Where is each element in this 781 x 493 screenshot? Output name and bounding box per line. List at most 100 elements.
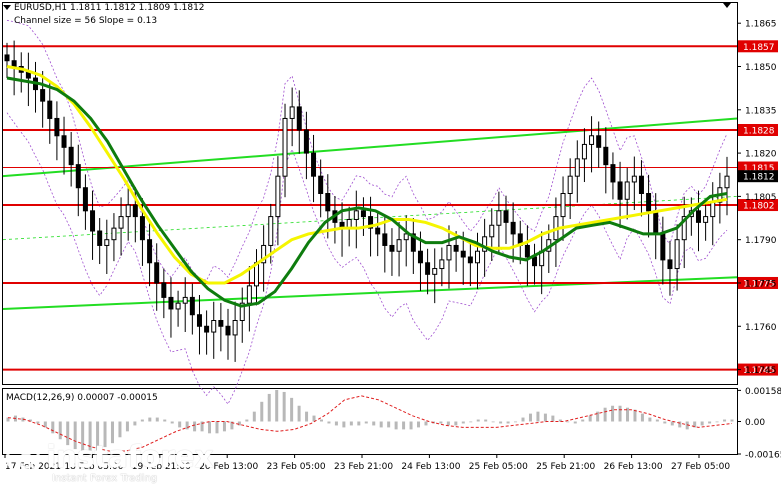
macd-histogram-bar [155, 417, 159, 422]
candle-body [532, 256, 538, 267]
macd-histogram-bar [96, 421, 100, 452]
macd-histogram-bar [506, 421, 510, 424]
macd-histogram-bar [521, 417, 525, 422]
macd-histogram-bar [514, 421, 518, 423]
candle-body [581, 143, 587, 160]
macd-histogram-bar [439, 421, 443, 424]
candle-body [139, 216, 145, 241]
candle-body [638, 175, 644, 195]
candle-body [75, 164, 81, 189]
candle-body [261, 244, 267, 264]
macd-histogram-bar [700, 421, 704, 426]
macd-histogram-bar [469, 421, 473, 423]
macd-histogram-bar [499, 421, 503, 424]
candle-body [375, 227, 381, 235]
candle-body [724, 175, 730, 189]
candle-body [282, 117, 288, 177]
corner-arrow-icon[interactable] [723, 3, 731, 8]
candle-body [47, 100, 53, 119]
macd-histogram-bar [200, 421, 204, 432]
macd-histogram-bar [379, 421, 383, 428]
macd-histogram-bar [603, 407, 607, 422]
macd-histogram-bar [551, 415, 555, 422]
macd-histogram-bar [685, 421, 689, 430]
y-tick-label: 1.1775 [745, 279, 777, 289]
instaforex-logo: instaforex Instant Forex Trading [6, 440, 214, 484]
macd-histogram-bar [66, 421, 70, 446]
x-tick-label: 25 Feb 05:00 [469, 462, 528, 472]
x-tick-label: 25 Feb 21:00 [536, 462, 595, 472]
macd-histogram-bar [319, 419, 323, 422]
candle-body [646, 193, 652, 212]
candle-body [204, 325, 210, 333]
candle-body [489, 224, 495, 238]
macd-histogram-bar [312, 415, 316, 422]
candle-body [681, 216, 687, 241]
macd-histogram-bar [387, 421, 391, 428]
macd-histogram-bar [148, 417, 152, 422]
candle-body [567, 175, 573, 195]
macd-y-tick-label: 0.00158 [745, 387, 781, 397]
candle-body [560, 193, 566, 218]
macd-histogram-bar [215, 421, 219, 434]
macd-histogram-bar [670, 421, 674, 426]
candle-body [610, 164, 616, 183]
candle-body [674, 239, 680, 270]
candle-body [410, 233, 416, 252]
y-tick-label: 1.1865 [745, 20, 777, 30]
macd-histogram-bar [730, 419, 734, 422]
macd-histogram-bar [230, 421, 234, 430]
macd-histogram-bar [36, 421, 40, 424]
macd-histogram-bar [208, 421, 212, 434]
candle-body [196, 314, 202, 327]
macd-histogram-bar [290, 397, 294, 422]
macd-histogram-bar [484, 419, 488, 422]
x-tick-label: 19 Feb 21:00 [132, 462, 191, 472]
macd-histogram-bar [51, 421, 55, 434]
macd-histogram-bar [43, 421, 47, 428]
ma-fast-line [6, 65, 728, 285]
x-tick-label: 23 Feb 05:00 [267, 462, 326, 472]
candle-body [4, 54, 10, 62]
macd-histogram-bar [588, 415, 592, 422]
macd-histogram-bar [715, 421, 719, 423]
macd-histogram-bar [476, 419, 480, 422]
y-tick-label: 1.1760 [745, 323, 777, 333]
macd-histogram-bar [536, 411, 540, 422]
candle-body [368, 216, 374, 229]
level-badge-text: 1.1775 [743, 279, 775, 289]
candle-body [268, 216, 274, 246]
macd-histogram-bar [245, 419, 249, 422]
macd-histogram-bar [6, 417, 10, 422]
candle-body [439, 259, 445, 270]
macd-histogram-bar [648, 417, 652, 422]
candle-body [382, 233, 388, 246]
macd-histogram-bar [193, 421, 197, 432]
macd-histogram-bar [252, 411, 256, 422]
candle-body [432, 268, 438, 275]
macd-histogram-bar [305, 411, 309, 422]
candle-body [446, 244, 452, 261]
candle-body [474, 250, 480, 264]
macd-histogram-bar [222, 421, 226, 432]
candle-body [182, 296, 188, 304]
candle-body [617, 181, 623, 200]
candle-body [425, 262, 431, 275]
y-tick-label: 1.1790 [745, 236, 777, 246]
y-tick-label: 1.1835 [745, 106, 777, 116]
symbol-dropdown-icon[interactable] [3, 5, 11, 10]
macd-histogram-bar [566, 421, 570, 423]
macd-histogram-bar [491, 421, 495, 423]
candle-body [225, 325, 231, 336]
candle-body [710, 201, 716, 218]
macd-signal-line [7, 395, 733, 452]
candle-body [574, 158, 580, 177]
level-badge-text: 1.1828 [743, 127, 775, 137]
macd-histogram-bar [655, 419, 659, 422]
level-badge-1.1802 [738, 199, 778, 212]
macd-histogram-bar [446, 421, 450, 426]
candle-body [296, 106, 302, 131]
candle-body [589, 135, 595, 145]
candle-body [524, 244, 530, 258]
